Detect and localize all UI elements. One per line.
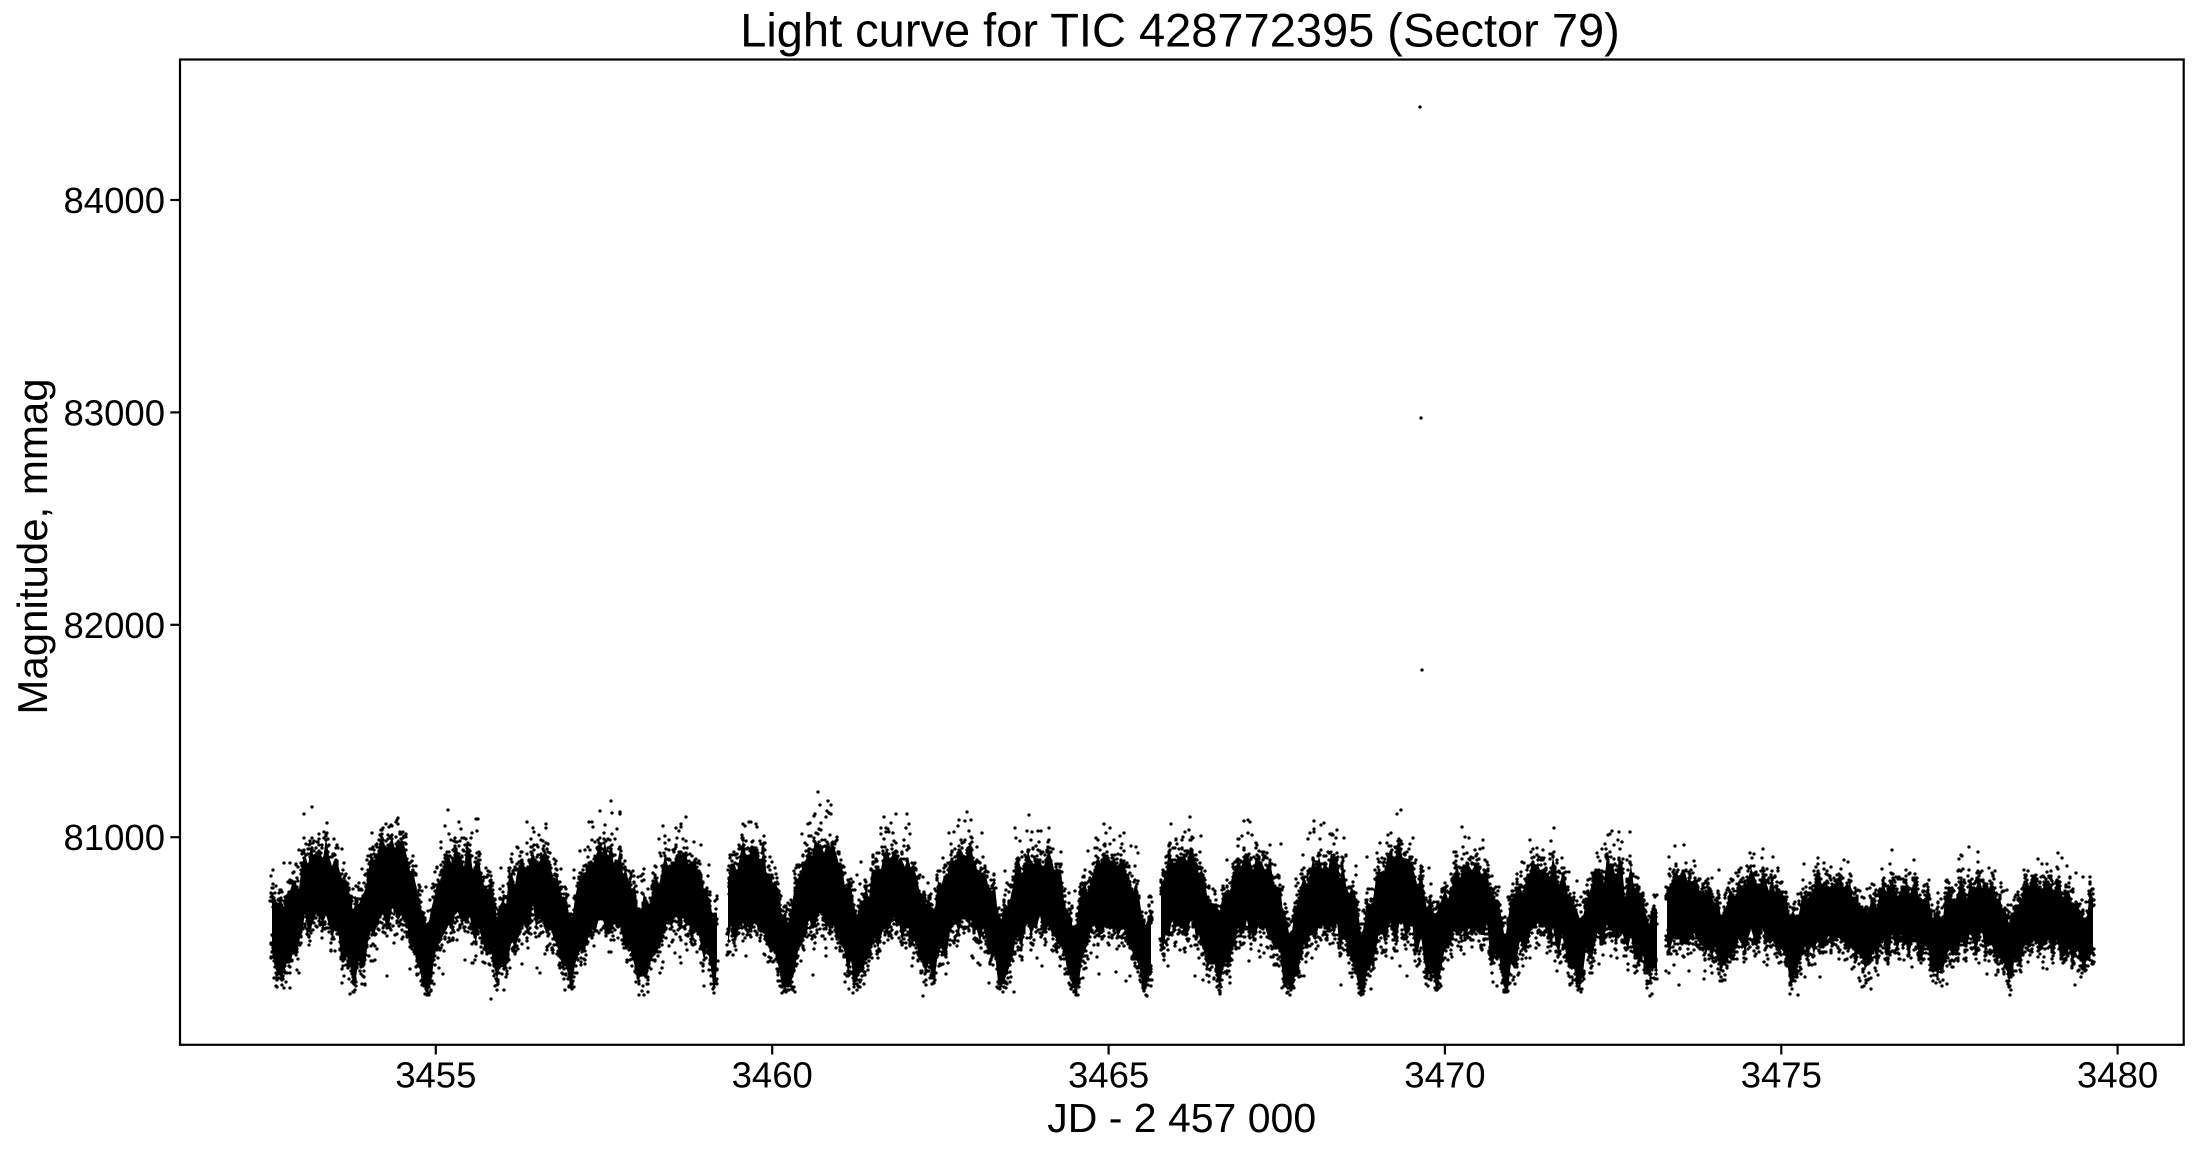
svg-text:3460: 3460 — [732, 1055, 813, 1096]
svg-text:3480: 3480 — [2077, 1055, 2158, 1096]
svg-text:3475: 3475 — [1741, 1055, 1822, 1096]
svg-text:3455: 3455 — [395, 1055, 476, 1096]
svg-text:JD - 2 457 000: JD - 2 457 000 — [1047, 1095, 1316, 1141]
svg-text:3470: 3470 — [1404, 1055, 1485, 1096]
svg-text:83000: 83000 — [64, 392, 166, 433]
svg-text:Magnitude, mmag: Magnitude, mmag — [9, 378, 56, 714]
svg-text:84000: 84000 — [64, 180, 166, 221]
svg-text:3465: 3465 — [1068, 1055, 1149, 1096]
svg-text:82000: 82000 — [64, 605, 166, 646]
svg-text:81000: 81000 — [64, 817, 166, 858]
svg-text:Light curve for TIC 428772395: Light curve for TIC 428772395 (Sector 79… — [740, 4, 1620, 57]
